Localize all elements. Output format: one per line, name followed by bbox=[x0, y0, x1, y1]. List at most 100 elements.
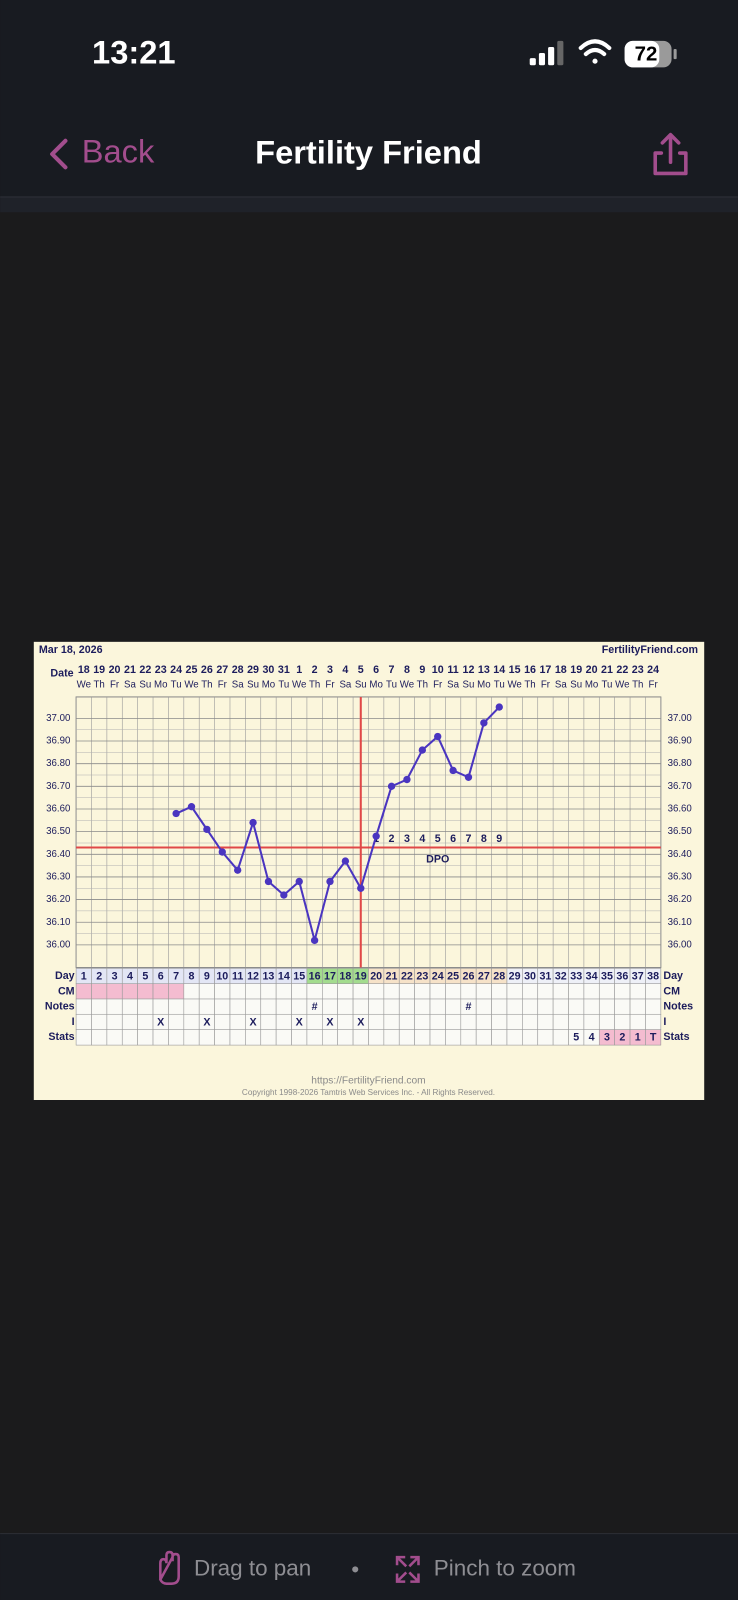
date-label: 24 bbox=[647, 664, 659, 676]
table-cell bbox=[568, 983, 585, 1000]
battery-percent: 72 bbox=[635, 43, 658, 65]
weekday-label: Mo bbox=[154, 679, 167, 690]
table-cell bbox=[398, 1029, 415, 1046]
battery-level bbox=[624, 40, 660, 68]
cell-value: 12 bbox=[247, 970, 259, 982]
dpo-number: 9 bbox=[496, 833, 502, 845]
battery-tip bbox=[673, 48, 677, 60]
cell-value: # bbox=[466, 1001, 472, 1013]
table-cell bbox=[306, 983, 323, 1000]
weekday-label: Fr bbox=[325, 679, 335, 690]
table-cell bbox=[383, 983, 400, 1000]
pan-hint: Drag to pan bbox=[194, 1555, 311, 1580]
table-cell bbox=[429, 983, 446, 1000]
temperature-point bbox=[403, 775, 411, 784]
table-cell bbox=[614, 983, 631, 1000]
table-cell bbox=[168, 983, 185, 1000]
y-tick-label-right: 36.50 bbox=[668, 826, 693, 837]
date-label: 22 bbox=[616, 664, 628, 676]
weekday-label: Mo bbox=[262, 679, 275, 690]
header-shadow bbox=[0, 196, 738, 213]
weekday-label: Mo bbox=[585, 679, 598, 690]
table-cell bbox=[168, 1013, 185, 1031]
y-tick-label-right: 36.80 bbox=[668, 758, 693, 769]
table-cell bbox=[460, 983, 477, 1000]
table-cell bbox=[137, 983, 154, 1000]
temperature-point bbox=[249, 818, 257, 827]
date-label: 12 bbox=[463, 664, 475, 676]
weekday-label: Sa bbox=[124, 679, 136, 690]
dpo-number: 8 bbox=[481, 833, 487, 845]
weekday-label: Th bbox=[524, 679, 535, 690]
table-cell bbox=[91, 998, 108, 1015]
share-button[interactable] bbox=[653, 132, 688, 176]
table-cell bbox=[168, 998, 185, 1015]
table-cell bbox=[368, 1029, 385, 1046]
cell-value: 2 bbox=[96, 970, 102, 982]
cell-value: 28 bbox=[493, 970, 505, 982]
cell-value: 14 bbox=[278, 970, 290, 982]
table-cell bbox=[337, 1013, 354, 1031]
cell-value: X bbox=[357, 1016, 365, 1028]
table-cell bbox=[152, 1029, 169, 1046]
y-tick-label-right: 36.00 bbox=[668, 939, 693, 950]
table-cell bbox=[491, 983, 508, 1000]
date-label: 17 bbox=[539, 664, 551, 676]
cell-value: X bbox=[157, 1016, 165, 1028]
y-tick-label-right: 36.30 bbox=[668, 872, 693, 883]
cell-value: X bbox=[296, 1016, 304, 1028]
table-cell bbox=[537, 1013, 554, 1031]
header-bg bbox=[0, 0, 738, 197]
date-label: 18 bbox=[555, 664, 567, 676]
table-cell bbox=[522, 1029, 539, 1046]
table-cell bbox=[260, 983, 277, 1000]
y-tick-label-right: 36.60 bbox=[668, 804, 693, 815]
y-tick-label: 36.60 bbox=[46, 804, 71, 815]
dpo-label: DPO bbox=[426, 854, 449, 866]
copyright: Copyright 1998-2026 Tamtris Web Services… bbox=[242, 1088, 495, 1097]
table-cell bbox=[183, 998, 200, 1015]
cell-value: 24 bbox=[432, 970, 444, 982]
date-label: 28 bbox=[232, 664, 244, 676]
weekday-label: Su bbox=[570, 679, 582, 690]
row-label: I bbox=[72, 1016, 75, 1028]
weekday-label: Mo bbox=[369, 679, 382, 690]
table-cell bbox=[260, 1029, 277, 1046]
date-label: 26 bbox=[201, 664, 213, 676]
table-cell bbox=[445, 1013, 462, 1031]
table-cell bbox=[645, 998, 662, 1015]
date-label: 3 bbox=[327, 664, 333, 676]
cell-value: 19 bbox=[355, 970, 367, 982]
temperature-point bbox=[234, 866, 242, 874]
y-tick-label: 36.40 bbox=[46, 849, 71, 860]
table-cell bbox=[275, 983, 292, 1000]
weekday-label: Su bbox=[355, 679, 367, 690]
table-cell bbox=[645, 1029, 662, 1046]
table-cell bbox=[414, 998, 431, 1015]
temperature-point bbox=[203, 825, 211, 834]
table-cell bbox=[214, 1029, 231, 1046]
table-cell bbox=[614, 1013, 631, 1031]
table-cell bbox=[137, 998, 154, 1015]
table-cell bbox=[352, 998, 369, 1015]
date-label: 4 bbox=[342, 664, 348, 676]
back-chevron[interactable] bbox=[50, 138, 68, 170]
cell-value: 37 bbox=[632, 970, 644, 982]
cell-value: 35 bbox=[601, 970, 613, 982]
cell-value: 22 bbox=[401, 970, 413, 982]
table-cell bbox=[152, 998, 169, 1015]
table-cell bbox=[583, 1013, 600, 1031]
back-button[interactable]: Back bbox=[82, 133, 155, 170]
table-cell bbox=[645, 983, 662, 1000]
table-cell bbox=[537, 998, 554, 1015]
cell-value: 5 bbox=[142, 970, 148, 982]
table-cell bbox=[275, 1013, 292, 1031]
cell-value: 36 bbox=[616, 970, 628, 982]
table-cell bbox=[491, 998, 508, 1015]
table-cell bbox=[475, 983, 492, 1000]
zoom-hint: Pinch to zoom bbox=[434, 1555, 576, 1580]
y-tick-label-right: 36.40 bbox=[668, 849, 693, 860]
date-label: 21 bbox=[124, 664, 136, 676]
table-cell bbox=[598, 983, 615, 1000]
table-cell bbox=[337, 983, 354, 1000]
